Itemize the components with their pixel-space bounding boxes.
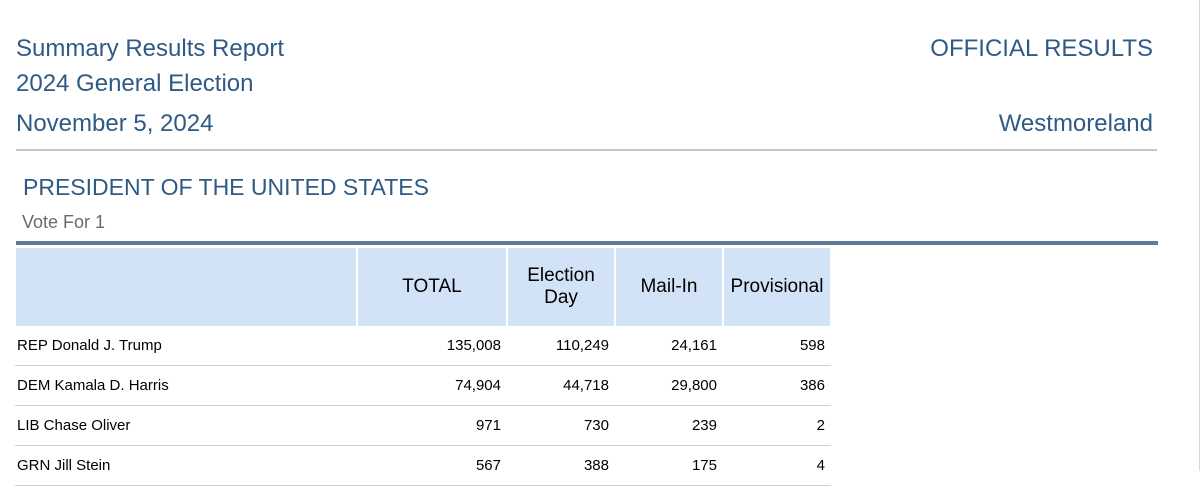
county-name: Westmoreland [998, 110, 1153, 137]
table-header-row: TOTAL Election Day Mail-In Provisional [14, 248, 832, 326]
total-votes: 971 [357, 405, 507, 446]
table-row: LIB Chase Oliver 971 730 239 2 [15, 405, 831, 446]
vote-for-label: Vote For 1 [22, 212, 106, 232]
column-header-provisional: Provisional [722, 248, 832, 326]
table-row: GRN Jill Stein 567 388 175 4 [15, 445, 831, 486]
report-title: Summary Results Report [16, 35, 285, 62]
candidate-name: LIB Chase Oliver [15, 405, 357, 446]
column-header-election-day: Election Day [506, 248, 616, 326]
mail-in-votes: 29,800 [615, 365, 723, 406]
column-header-total: TOTAL [356, 248, 508, 326]
provisional-votes: 4 [723, 445, 831, 486]
table-row: DEM Kamala D. Harris 74,904 44,718 29,80… [15, 365, 831, 406]
election-date: November 5, 2024 [16, 110, 214, 137]
election-day-votes: 730 [507, 405, 615, 446]
total-votes: 74,904 [357, 365, 507, 406]
candidate-name: DEM Kamala D. Harris [15, 365, 357, 406]
candidate-name: REP Donald J. Trump [15, 326, 357, 366]
total-votes: 567 [357, 445, 507, 486]
table-row: REP Donald J. Trump 135,008 110,249 24,1… [15, 326, 831, 366]
election-day-votes: 388 [507, 445, 615, 486]
mail-in-votes: 24,161 [615, 326, 723, 366]
provisional-votes: 2 [723, 405, 831, 446]
column-header-candidate [14, 248, 358, 326]
election-name: 2024 General Election [16, 70, 254, 97]
mail-in-votes: 239 [615, 405, 723, 446]
contest-title: PRESIDENT OF THE UNITED STATES [23, 174, 429, 200]
election-day-votes: 110,249 [507, 326, 615, 366]
election-day-votes: 44,718 [507, 365, 615, 406]
candidate-name: GRN Jill Stein [15, 445, 357, 486]
column-header-mail-in: Mail-In [614, 248, 724, 326]
contest-divider [16, 241, 1158, 245]
total-votes: 135,008 [357, 326, 507, 366]
results-status: OFFICIAL RESULTS [930, 35, 1153, 62]
results-table: TOTAL Election Day Mail-In Provisional R… [14, 248, 832, 486]
provisional-votes: 598 [723, 326, 831, 366]
provisional-votes: 386 [723, 365, 831, 406]
header-divider [16, 149, 1157, 151]
mail-in-votes: 175 [615, 445, 723, 486]
